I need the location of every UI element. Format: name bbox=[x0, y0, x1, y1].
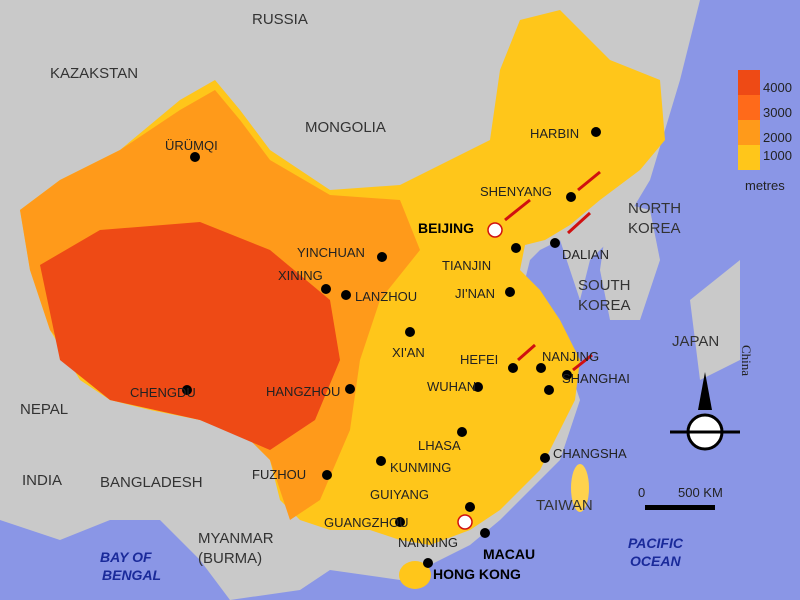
city-label: NANJING bbox=[542, 349, 599, 364]
labels: RUSSIA KAZAKSTAN MONGOLIA NORTH KOREA SOUTH KO… bbox=[20, 11, 719, 583]
legend-swatch bbox=[738, 70, 760, 95]
city-label: MACAU bbox=[483, 546, 535, 562]
city-label: SHANGHAI bbox=[562, 371, 630, 386]
arrows bbox=[504, 170, 601, 372]
country-label: INDIA bbox=[22, 472, 62, 489]
legend-value: 3000 bbox=[763, 105, 792, 120]
city-label: KUNMING bbox=[390, 460, 451, 475]
city-label: GUANGZHOU bbox=[324, 515, 409, 530]
city-label: LANZHOU bbox=[355, 289, 417, 304]
capital-stars bbox=[457, 222, 503, 530]
legend-swatch bbox=[738, 95, 760, 120]
scale-line bbox=[645, 505, 715, 510]
country-label: MONGOLIA bbox=[305, 119, 386, 136]
city-label: WUHAN bbox=[427, 379, 476, 394]
country-label: NORTH bbox=[628, 200, 681, 217]
legend-swatch bbox=[738, 120, 760, 145]
country-label: TAIWAN bbox=[536, 497, 593, 514]
city-label: GUIYANG bbox=[370, 487, 429, 502]
legend-value: 2000 bbox=[763, 130, 792, 145]
city-label: HEFEI bbox=[460, 352, 498, 367]
city-label: SHENYANG bbox=[480, 184, 552, 199]
city-label: YINCHUAN bbox=[297, 245, 365, 260]
city-label: DALIAN bbox=[562, 247, 609, 262]
scale-end: 500 KM bbox=[678, 485, 723, 500]
city-label: FUZHOU bbox=[252, 467, 306, 482]
city-label: HARBIN bbox=[530, 126, 579, 141]
city-label: LHASA bbox=[418, 438, 461, 453]
city-label: HANGZHOU bbox=[266, 384, 340, 399]
country-label: KOREA bbox=[578, 297, 631, 314]
legend-value: 4000 bbox=[763, 80, 792, 95]
city-label: HONG KONG bbox=[433, 566, 521, 582]
country-label: MYANMAR bbox=[198, 530, 274, 547]
city-label: CHANGSHA bbox=[553, 446, 627, 461]
legend-unit: metres bbox=[745, 178, 785, 193]
city-label: NANNING bbox=[398, 535, 458, 550]
legend-value: 1000 bbox=[763, 148, 792, 163]
city-label: ÜRÜMQI bbox=[165, 138, 218, 153]
country-label: SOUTH bbox=[578, 277, 631, 294]
city-label: TIANJIN bbox=[442, 258, 491, 273]
hainan bbox=[399, 561, 431, 589]
city-label: BEIJING bbox=[418, 220, 474, 236]
taiwan bbox=[571, 464, 589, 512]
map-title: China bbox=[739, 345, 754, 376]
legend: 4000 3000 2000 1000 metres bbox=[738, 70, 792, 193]
city-label: XINING bbox=[278, 268, 323, 283]
country-label: KOREA bbox=[628, 220, 681, 237]
country-label: NEPAL bbox=[20, 401, 68, 418]
compass bbox=[670, 372, 740, 451]
city-label: JI'NAN bbox=[455, 286, 495, 301]
sea-label: OCEAN bbox=[630, 553, 681, 569]
country-label: JAPAN bbox=[672, 333, 719, 350]
sea-label: BAY OF bbox=[100, 549, 152, 565]
country-label: BANGLADESH bbox=[100, 474, 203, 491]
scale-bar: 0 500 KM bbox=[638, 485, 723, 510]
china-plateau bbox=[40, 222, 340, 450]
city-label: XI'AN bbox=[392, 345, 425, 360]
country-label: (BURMA) bbox=[198, 550, 262, 567]
city-dots bbox=[182, 127, 601, 568]
legend-swatch bbox=[738, 145, 760, 170]
country-label: KAZAKSTAN bbox=[50, 65, 138, 82]
scale-start: 0 bbox=[638, 485, 645, 500]
japan bbox=[690, 260, 740, 380]
korea bbox=[600, 200, 660, 320]
sea-label: PACIFIC bbox=[628, 535, 684, 551]
sea-label: BENGAL bbox=[102, 567, 161, 583]
country-label: RUSSIA bbox=[252, 11, 308, 28]
city-label: CHENGDU bbox=[130, 385, 196, 400]
